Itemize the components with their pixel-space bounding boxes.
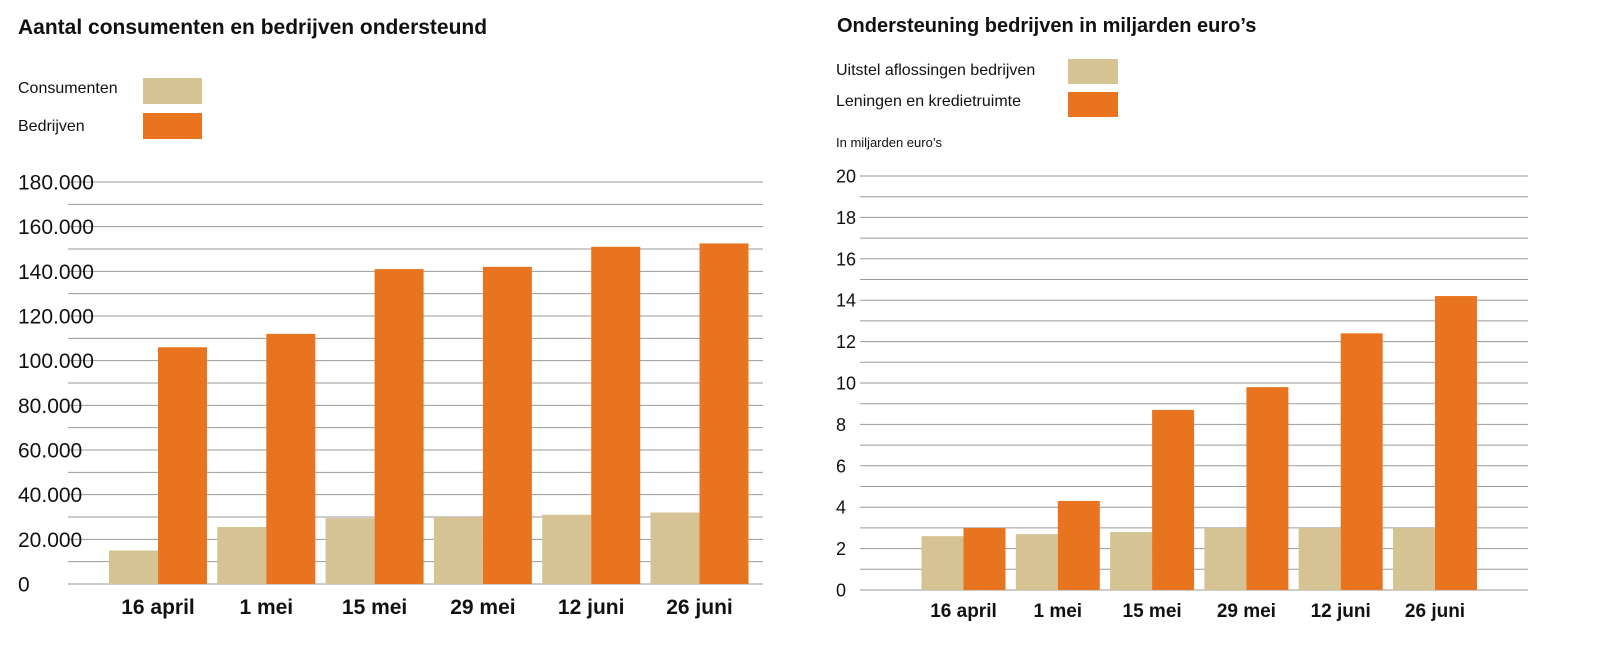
x-tick-label: 1 mei <box>1034 601 1083 622</box>
unit-label: In miljarden euro’s <box>836 135 942 150</box>
y-tick-label: 80.000 <box>18 395 82 418</box>
bar-series2-1-mei <box>1057 500 1100 590</box>
bar-series2-15-mei <box>1152 409 1195 590</box>
y-tick-label: 140.000 <box>18 261 94 284</box>
chart-consumers-businesses: Aantal consumenten en bedrijven onderste… <box>18 16 763 619</box>
bar-series2-15-mei <box>374 269 424 584</box>
bar-series1-1-mei <box>217 527 267 584</box>
y-tick-label: 2 <box>836 539 846 559</box>
bar-series2-26-juni <box>1435 296 1477 590</box>
y-tick-label: 14 <box>836 291 856 311</box>
legend-swatch-uitstel-aflossingen <box>1068 59 1118 84</box>
y-tick-label: 120.000 <box>18 306 94 329</box>
x-tick-label: 16 april <box>121 596 195 619</box>
bar-series1-1-mei <box>1015 534 1058 590</box>
y-tick-label: 18 <box>836 208 856 228</box>
y-tick-label: 12 <box>836 332 856 352</box>
legend-swatch-bedrijven <box>143 113 202 139</box>
x-tick-label: 15 mei <box>1123 601 1182 622</box>
x-tick-label: 29 mei <box>1217 601 1276 622</box>
x-tick-label: 26 juni <box>1405 601 1465 622</box>
legend-swatch-leningen-kredietruimte <box>1068 92 1118 117</box>
bar-series2-12-juni <box>591 246 641 584</box>
chart-title: Ondersteuning bedrijven in miljarden eur… <box>837 15 1257 37</box>
legend-label-bedrijven: Bedrijven <box>18 118 85 135</box>
bar-series1-16-april <box>921 536 964 590</box>
legend-swatch-consumenten <box>143 78 202 104</box>
y-tick-label: 40.000 <box>18 484 82 507</box>
x-tick-label: 1 mei <box>239 596 293 619</box>
bar-series2-29-mei <box>482 266 532 584</box>
y-tick-label: 8 <box>836 415 846 435</box>
x-tick-label: 26 juni <box>666 596 733 619</box>
bar-series1-29-mei <box>433 517 483 584</box>
y-tick-label: 20 <box>836 166 856 186</box>
y-tick-label: 60.000 <box>18 440 82 463</box>
bar-series1-29-mei <box>1204 527 1247 590</box>
legend-label-leningen-kredietruimte: Leningen en kredietruimte <box>836 93 1022 110</box>
bar-series2-16-april <box>158 347 207 584</box>
legend-label-uitstel-aflossingen: Uitstel aflossingen bedrijven <box>836 62 1036 79</box>
bar-series1-12-juni <box>542 514 592 584</box>
chart-title: Aantal consumenten en bedrijven onderste… <box>18 16 488 39</box>
legend-label-consumenten: Consumenten <box>18 80 118 97</box>
bar-series1-26-juni <box>1393 527 1435 590</box>
x-tick-label: 15 mei <box>342 596 407 619</box>
y-tick-label: 180.000 <box>18 172 94 195</box>
bar-series1-12-juni <box>1298 527 1341 590</box>
bar-series2-26-juni <box>699 243 749 584</box>
chart-business-support-billions: Ondersteuning bedrijven in miljarden eur… <box>800 0 1600 650</box>
y-tick-label: 0 <box>18 574 30 597</box>
bar-series1-16-april <box>109 550 158 584</box>
y-tick-label: 160.000 <box>18 216 94 239</box>
y-tick-label: 16 <box>836 249 856 269</box>
bar-series2-16-april <box>963 527 1006 590</box>
bar-series1-15-mei <box>1110 532 1153 590</box>
x-tick-label: 12 juni <box>1311 601 1371 622</box>
chart-plot-area: 0 20.000 40.000 60.000 80.000 100.000 120.000 1… <box>18 172 763 619</box>
y-tick-label: 6 <box>836 456 846 476</box>
bar-series2-12-juni <box>1340 333 1383 590</box>
chart-plot-area: 0 2 4 6 8 10 12 14 16 18 20 16 april 1 mei 15 mei 29 m… <box>836 166 1528 622</box>
x-tick-label: 16 april <box>930 601 997 622</box>
bar-series1-26-juni <box>650 512 700 584</box>
x-tick-label: 12 juni <box>558 596 625 619</box>
bar-series2-29-mei <box>1246 387 1289 590</box>
x-tick-label: 29 mei <box>450 596 515 619</box>
y-tick-label: 100.000 <box>18 350 94 373</box>
y-tick-label: 0 <box>836 580 846 600</box>
bar-series2-1-mei <box>266 333 316 584</box>
y-tick-label: 20.000 <box>18 529 82 552</box>
y-tick-label: 10 <box>836 373 856 393</box>
y-tick-label: 4 <box>836 498 846 518</box>
bar-series1-15-mei <box>325 518 375 584</box>
